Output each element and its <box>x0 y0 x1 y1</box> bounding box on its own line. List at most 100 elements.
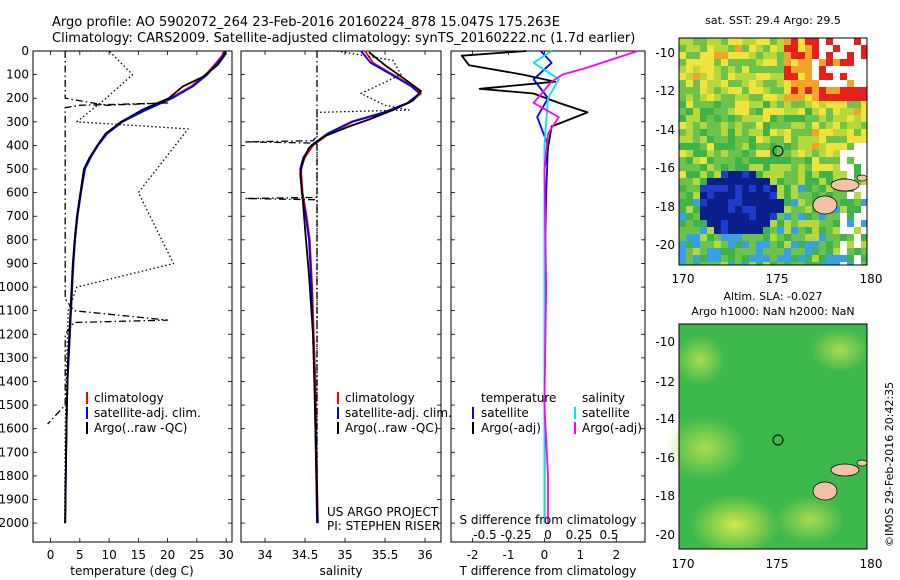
sst-cell <box>714 136 721 143</box>
sst-cell <box>728 59 735 66</box>
sst-cell <box>861 73 867 80</box>
sst-cell <box>735 38 742 45</box>
sst-cell <box>721 150 728 157</box>
sst-cell <box>854 52 861 59</box>
sst-cell <box>798 38 805 45</box>
sst-cell <box>819 220 826 227</box>
sst-cell <box>756 199 763 206</box>
difference-plot: -2 -1 0 1 2 <box>460 50 639 562</box>
sst-cell <box>812 136 819 143</box>
sst-cell <box>749 220 756 227</box>
depth-tick-label: 800 <box>6 233 29 247</box>
sla-anomaly-blob <box>690 495 780 555</box>
sst-cell <box>833 73 840 80</box>
sst-cell <box>721 185 728 192</box>
sst-cell <box>770 192 777 199</box>
sst-cell <box>784 52 791 59</box>
sst-cell <box>749 213 756 220</box>
sst-cell <box>721 115 728 122</box>
sst-cell <box>721 59 728 66</box>
sst-cell <box>861 94 867 101</box>
sst-cell <box>770 171 777 178</box>
difference-legend: temperature salinity satellite Argo(-adj… <box>472 391 642 435</box>
sst-cell <box>854 66 861 73</box>
sst-cell <box>812 80 819 87</box>
sst-cell <box>861 206 867 213</box>
sst-cell <box>742 241 749 248</box>
sst-cell <box>840 59 847 66</box>
sst-cell <box>707 129 714 136</box>
sst-cell <box>686 73 693 80</box>
sst-cell <box>714 45 721 52</box>
sst-cell <box>756 87 763 94</box>
sst-cell <box>819 59 826 66</box>
sst-cell <box>763 248 770 255</box>
sst-cell <box>756 213 763 220</box>
sst-cell <box>777 129 784 136</box>
depth-tick-label: 1900 <box>0 493 29 507</box>
sst-cell <box>784 38 791 45</box>
sst-cell <box>700 171 707 178</box>
sst-cell <box>770 213 777 220</box>
sst-cell <box>770 52 777 59</box>
sst-cell <box>763 101 770 108</box>
sst-cell <box>819 164 826 171</box>
sst-cell <box>826 171 833 178</box>
sst-cell <box>861 192 867 199</box>
sst-cell <box>812 73 819 80</box>
sst-cell <box>728 199 735 206</box>
sst-cell <box>847 115 854 122</box>
sst-cell <box>847 80 854 87</box>
sst-cell <box>840 115 847 122</box>
sst-cell <box>840 206 847 213</box>
sst-cell <box>770 234 777 241</box>
sst-cell <box>686 178 693 185</box>
sst-cell <box>693 255 700 262</box>
sst-cell <box>749 87 756 94</box>
sst-cell <box>784 248 791 255</box>
sst-cell <box>714 129 721 136</box>
sst-cell <box>707 227 714 234</box>
sst-cell <box>770 115 777 122</box>
sst-cell <box>763 129 770 136</box>
sst-cell <box>756 150 763 157</box>
sst-cell <box>700 66 707 73</box>
sst-cell <box>749 199 756 206</box>
sst-cell <box>791 108 798 115</box>
sst-map <box>678 37 868 266</box>
sst-cell <box>861 136 867 143</box>
sst-cell <box>714 115 721 122</box>
sst-cell <box>854 199 861 206</box>
sst-cell <box>700 199 707 206</box>
sst-cell <box>847 87 854 94</box>
sst-cell <box>742 220 749 227</box>
sst-cell <box>798 255 805 262</box>
sst-cell <box>833 101 840 108</box>
sst-cell <box>714 150 721 157</box>
sst-cell <box>798 45 805 52</box>
sst-cell <box>707 192 714 199</box>
sst-cell <box>742 73 749 80</box>
sst-cell <box>686 164 693 171</box>
sst-cell <box>826 220 833 227</box>
sst-cell <box>833 115 840 122</box>
sst-cell <box>798 129 805 136</box>
sst-cell <box>805 241 812 248</box>
sst-cell <box>777 59 784 66</box>
sst-cell <box>721 38 728 45</box>
sst-cell <box>784 66 791 73</box>
sst-cell <box>805 248 812 255</box>
sst-cell <box>721 234 728 241</box>
sst-cell <box>686 115 693 122</box>
sst-cell <box>707 66 714 73</box>
sst-cell <box>763 87 770 94</box>
sst-cell <box>784 150 791 157</box>
sst-cell <box>861 87 867 94</box>
sst-cell <box>714 255 721 262</box>
sst-cell <box>742 192 749 199</box>
sst-cell <box>770 38 777 45</box>
sst-cell <box>770 80 777 87</box>
sst-cell <box>861 262 867 265</box>
sst-cell <box>833 241 840 248</box>
sst-cell <box>756 66 763 73</box>
